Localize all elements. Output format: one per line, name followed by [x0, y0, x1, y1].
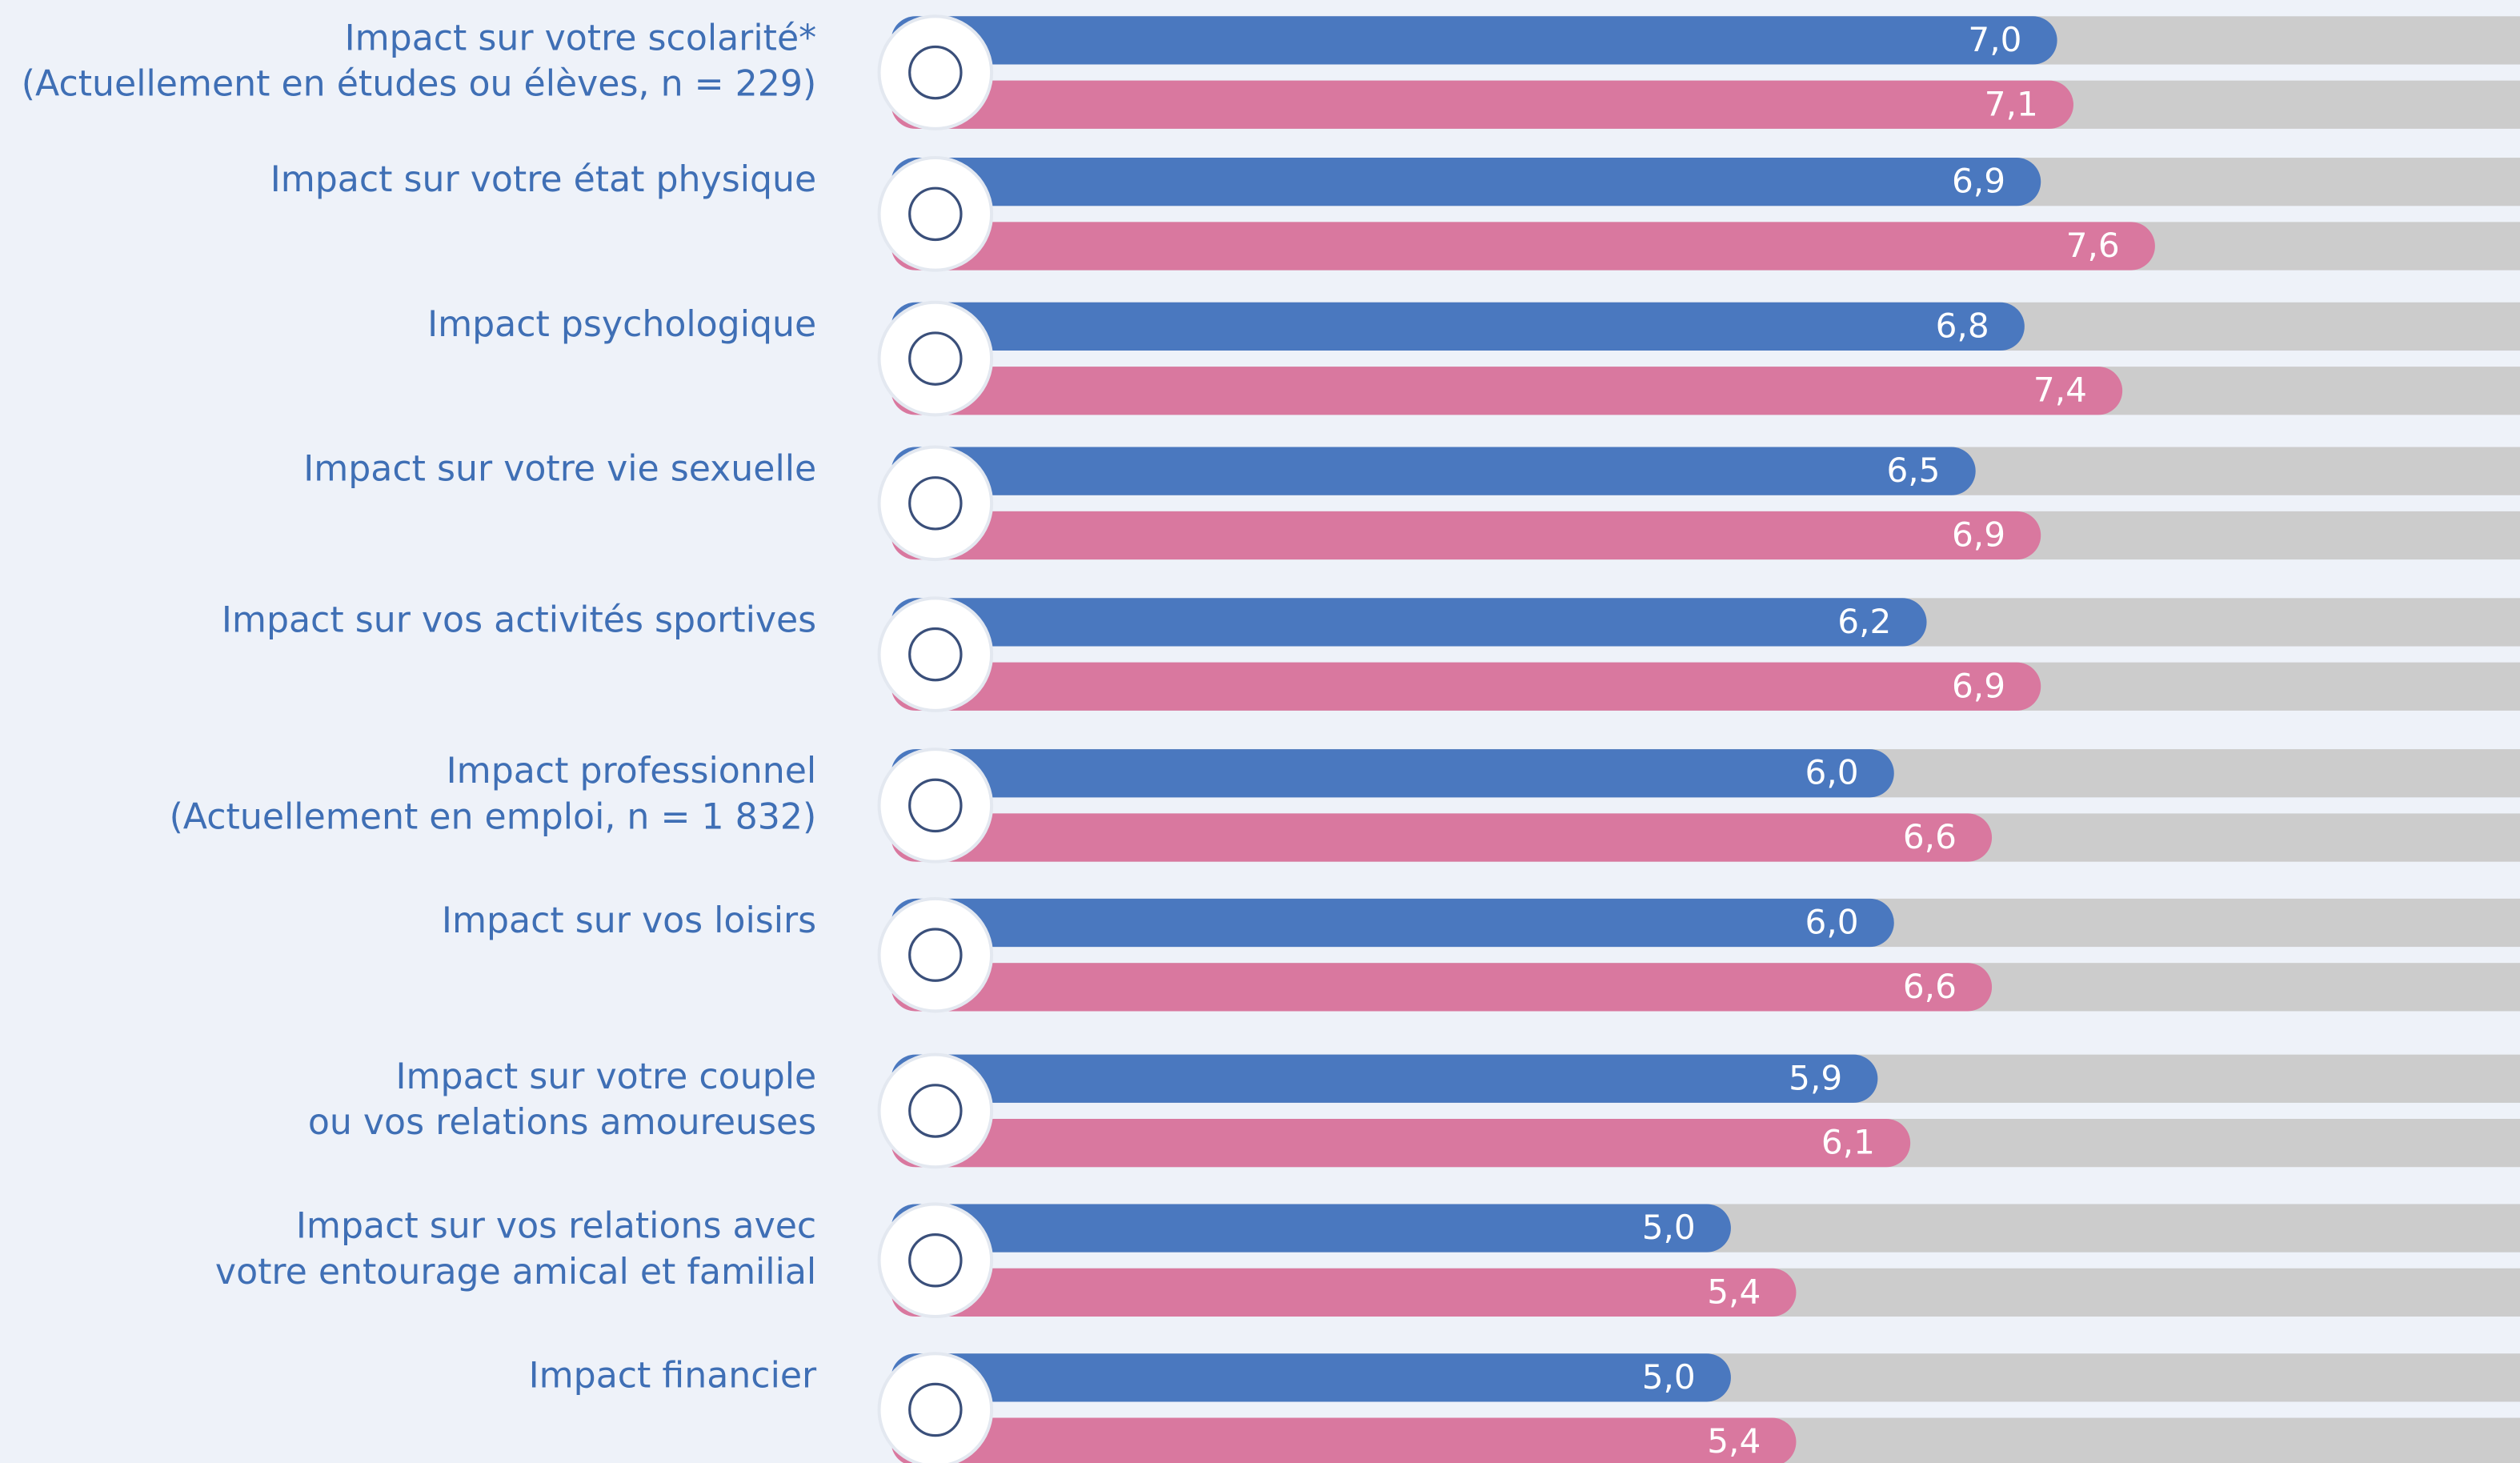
bar [891, 1268, 1797, 1317]
category-label: votre entourage amical et familial [215, 1252, 816, 1293]
icon [908, 45, 963, 100]
value-label: 5,9 [1789, 1058, 1842, 1097]
category-label: Impact professionnel [447, 751, 817, 792]
icon [908, 1233, 963, 1288]
icon [908, 331, 963, 386]
icon [908, 778, 963, 833]
category-label: Impact sur vos activités sportives [222, 599, 816, 640]
category-label: Impact financier [529, 1355, 817, 1396]
bar [891, 1118, 1911, 1168]
category-label: Impact sur votre scolarité* [345, 18, 817, 58]
bar [891, 447, 1976, 495]
category-label: (Actuellement en emploi, n = 1 832) [170, 796, 817, 837]
value-label: 7,4 [2033, 371, 2087, 410]
value-label: 6,9 [1952, 515, 2005, 554]
bar [891, 749, 1894, 798]
value-label: 6,1 [1821, 1123, 1875, 1162]
category-label: (Actuellement en études ou élèves, n = 2… [22, 64, 816, 105]
category-label: Impact sur votre couple [395, 1056, 816, 1097]
bar [891, 80, 2073, 129]
icon [908, 1382, 963, 1437]
icon-circle [877, 896, 994, 1013]
value-label: 7,1 [1985, 84, 2038, 123]
value-label: 6,9 [1952, 666, 2005, 705]
icon [908, 186, 963, 242]
bar [891, 302, 2025, 351]
value-label: 5,4 [1707, 1272, 1761, 1311]
bar [891, 963, 1993, 1012]
icon-circle [877, 748, 994, 864]
value-label: 6,6 [1903, 817, 1957, 856]
icon-circle [877, 14, 994, 130]
value-label: 6,2 [1837, 602, 1891, 641]
icon-circle [877, 1352, 994, 1463]
bar [891, 598, 1927, 647]
icon [908, 1084, 963, 1138]
category-label: Impact sur vos relations avec [296, 1206, 816, 1247]
value-label: 5,0 [1642, 1208, 1696, 1247]
icon-circle [877, 156, 994, 272]
category-label: Impact psychologique [427, 304, 816, 345]
value-label: 6,8 [1936, 306, 1989, 345]
bar [891, 16, 2057, 65]
bar [891, 1353, 1731, 1402]
bar [891, 367, 2123, 415]
bar [891, 1204, 1731, 1253]
bar [891, 222, 2155, 271]
value-label: 5,0 [1642, 1357, 1696, 1397]
icon [908, 928, 963, 982]
icon-circle [877, 300, 994, 417]
icon-circle [877, 1202, 994, 1319]
value-label: 7,6 [2066, 226, 2120, 265]
category-label: Impact sur votre vie sexuelle [303, 449, 816, 490]
bar [891, 1054, 1878, 1103]
icon [908, 476, 963, 531]
icon-circle [877, 1052, 994, 1169]
bar [891, 1417, 1797, 1463]
value-label: 5,4 [1707, 1421, 1761, 1461]
icon-circle [877, 445, 994, 562]
value-label: 6,5 [1886, 451, 1940, 490]
bar [891, 158, 2041, 206]
category-label: Impact sur vos loisirs [442, 900, 816, 941]
value-label: 6,0 [1805, 753, 1859, 792]
value-label: 7,0 [1968, 20, 2021, 59]
value-label: 6,0 [1805, 902, 1859, 941]
bar [891, 511, 2041, 560]
category-label: ou vos relations amoureuses [308, 1102, 816, 1143]
category-label: Impact sur votre état physique [270, 159, 817, 200]
value-label: 6,9 [1952, 162, 2005, 201]
bar [891, 813, 1993, 862]
value-label: 6,6 [1903, 967, 1957, 1006]
icon [908, 627, 963, 682]
bar [891, 662, 2041, 711]
icon-circle [877, 596, 994, 712]
bar [891, 898, 1894, 948]
